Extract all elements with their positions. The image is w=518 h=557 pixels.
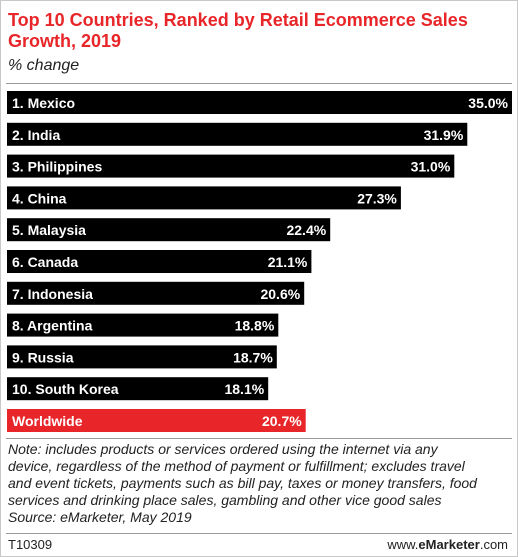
footer-divider [6, 533, 512, 534]
brand-logo[interactable]: www.eMarketer.com [387, 537, 508, 552]
bar [7, 345, 277, 369]
bar-group: 1. Mexico 35.0% [7, 91, 512, 114]
category-label: 1. Mexico [12, 95, 75, 111]
chart-id: T10309 [8, 537, 53, 552]
value-label: 31.9% [424, 127, 464, 143]
bar-group: 9. Russia 18.7% [7, 345, 277, 369]
brand-suffix: .com [479, 537, 508, 552]
value-label: 22.4% [286, 222, 326, 238]
bar-group: 10. South Korea 18.1% [7, 377, 269, 401]
value-label: 27.3% [357, 190, 397, 206]
bar [7, 91, 512, 114]
bar [7, 218, 331, 242]
bar [7, 281, 305, 305]
chart-note: Note: includes products or services orde… [8, 441, 512, 526]
value-label: 18.1% [224, 381, 264, 397]
note-line: device, regardless of the method of paym… [8, 458, 465, 474]
bar-group: 7. Indonesia 20.6% [7, 281, 305, 305]
source-line: Source: eMarketer, May 2019 [8, 509, 192, 525]
bar [7, 409, 306, 432]
bar-chart: 1. Mexico 35.0% 2. India 31.9% 3. Philippine… [7, 91, 512, 432]
category-label: 10. South Korea [12, 381, 119, 397]
bar-group: Worldwide 20.7% [7, 409, 306, 432]
bar [7, 122, 468, 146]
category-label: 3. Philippines [12, 159, 102, 175]
category-label: 4. China [12, 190, 67, 206]
category-label: 7. Indonesia [12, 286, 93, 302]
bar-group: 4. China 27.3% [7, 186, 401, 210]
bar-group: 3. Philippines 31.0% [7, 154, 455, 178]
brand-prefix: www. [387, 537, 419, 552]
bar-group: 6. Canada 21.1% [7, 250, 312, 273]
bar-group: 2. India 31.9% [7, 122, 468, 146]
category-label: 8. Argentina [12, 318, 93, 334]
value-label: 31.0% [411, 159, 451, 175]
category-label: Worldwide [12, 413, 83, 429]
note-line: and event tickets, payments such as bill… [8, 475, 477, 491]
chart-subtitle: % change [8, 57, 80, 74]
value-label: 35.0% [468, 95, 508, 111]
note-divider [6, 438, 512, 439]
bar-group: 8. Argentina 18.8% [7, 313, 279, 337]
bar [7, 250, 312, 273]
value-label: 18.7% [233, 349, 273, 365]
value-label: 18.8% [235, 318, 275, 334]
category-label: 9. Russia [12, 349, 74, 365]
category-label: 5. Malaysia [12, 222, 86, 238]
brand-name: eMarketer [418, 537, 480, 552]
category-label: 2. India [12, 127, 60, 143]
value-label: 20.6% [260, 286, 300, 302]
value-label: 20.7% [262, 413, 302, 429]
bar [7, 154, 455, 178]
bar [7, 186, 401, 210]
note-line: Note: includes products or services orde… [8, 441, 438, 457]
bar [7, 313, 279, 337]
note-line: services and drinking place sales, gambl… [8, 492, 442, 508]
category-label: 6. Canada [12, 254, 78, 270]
value-label: 21.1% [268, 254, 308, 270]
top-divider [6, 83, 512, 84]
bar [7, 377, 269, 401]
chart-title: Top 10 Countries, Ranked by Retail Ecomm… [8, 10, 468, 51]
bar-group: 5. Malaysia 22.4% [7, 218, 331, 242]
